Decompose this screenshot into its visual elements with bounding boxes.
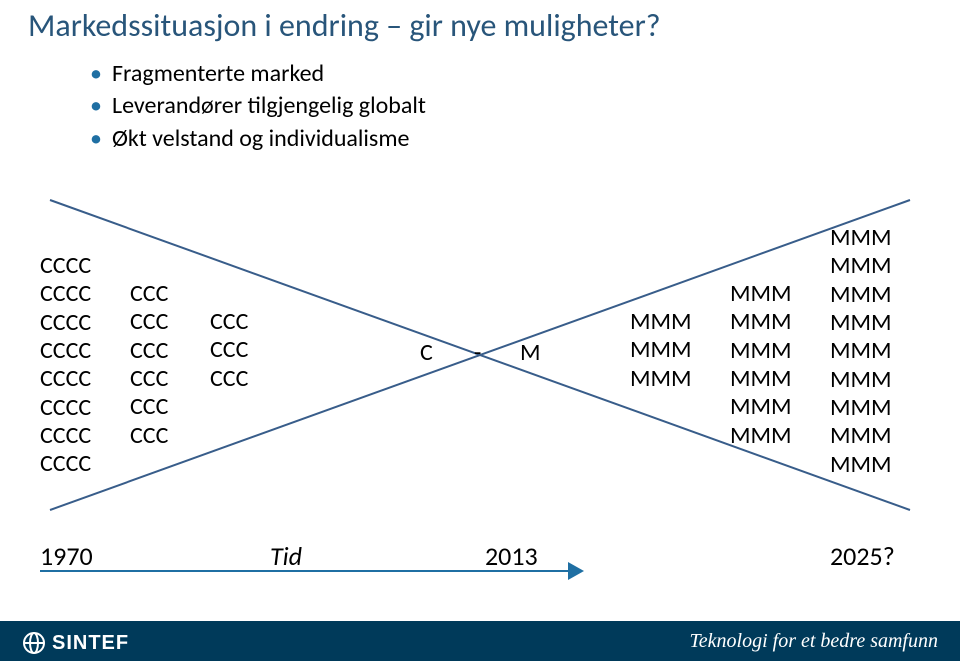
slide: { "colors":{ "title":"#28557a", "bullet"… xyxy=(0,0,960,661)
footer-bar: SINTEF Teknologi for et bedre samfunn xyxy=(0,621,960,661)
bullet-item: •Fragmenterte marked xyxy=(90,58,426,90)
bullet-dot: • xyxy=(90,90,112,122)
timeline-label-2013: 2013 xyxy=(485,540,538,572)
bullet-dot: • xyxy=(90,58,112,90)
bullet-dot: • xyxy=(90,123,112,155)
col-m3a: MMM MMM MMM xyxy=(630,308,692,393)
timeline-label-tid: Tid xyxy=(270,540,302,572)
slide-title: Markedssituasjon i endring – gir nye mul… xyxy=(28,6,661,45)
bullet-item: •Leverandører tilgjengelig globalt xyxy=(90,90,426,122)
bullet-item: •Økt velstand og individualisme xyxy=(90,123,426,155)
center-c: C xyxy=(420,338,433,367)
col-m9: MMM MMM MMM MMM MMM MMM MMM MMM MMM xyxy=(830,224,892,479)
bullet-text: Leverandører tilgjengelig globalt xyxy=(112,90,426,122)
brand-name: SINTEF xyxy=(52,632,129,655)
bullet-text: Økt velstand og individualisme xyxy=(112,123,409,155)
timeline-label-2025: 2025? xyxy=(830,540,895,572)
diagram: CCCC CCCC CCCC CCCC CCCC CCCC CCCC CCCC … xyxy=(40,190,920,530)
globe-icon xyxy=(22,631,46,655)
col-c3b: CCC CCC CCC xyxy=(210,308,248,393)
col-c4: CCCC CCCC CCCC CCCC CCCC CCCC CCCC CCCC xyxy=(40,252,91,479)
timeline: 1970 Tid 2013 2025? xyxy=(40,550,920,600)
center-m: M xyxy=(520,338,541,367)
bullet-text: Fragmenterte marked xyxy=(112,58,324,90)
timeline-label-1970: 1970 xyxy=(40,540,93,572)
center-dash: - xyxy=(474,338,481,367)
timeline-arrow-head xyxy=(568,562,584,580)
col-c3a: CCC CCC CCC CCC CCC CCC xyxy=(130,280,168,450)
col-m3b: MMM MMM MMM MMM MMM MMM xyxy=(730,280,792,450)
footer-tagline: Teknologi for et bedre samfunn xyxy=(689,630,938,653)
bullet-list: •Fragmenterte marked •Leverandører tilgj… xyxy=(90,58,426,155)
brand-logo: SINTEF xyxy=(22,631,129,655)
